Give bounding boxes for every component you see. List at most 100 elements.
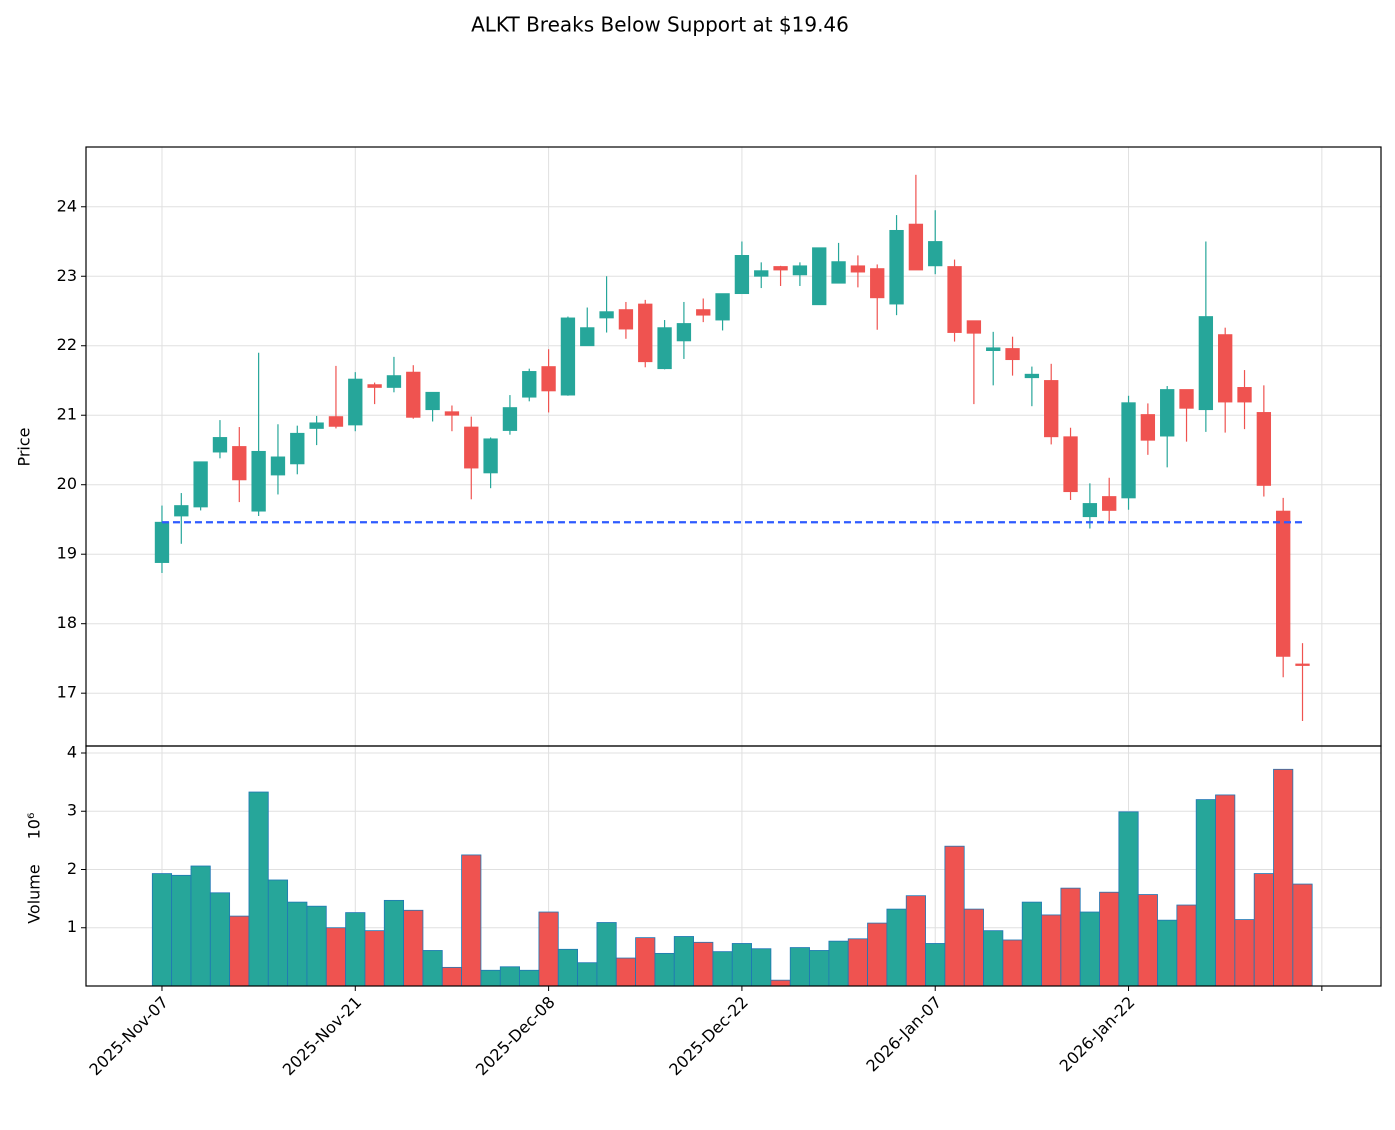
volume-bar (248, 791, 269, 987)
x-tick-label: 2025-Dec-22 (665, 993, 752, 1080)
x-tick-label: 2025-Dec-08 (472, 993, 559, 1080)
candle-body (812, 247, 827, 306)
candle-body (522, 371, 537, 398)
candle-body (232, 446, 247, 481)
volume-bar (731, 943, 752, 987)
candle-body (1005, 348, 1020, 361)
candle-body (1044, 380, 1059, 438)
volume-bar (557, 948, 578, 987)
candle-body (425, 391, 440, 411)
candle-body (1102, 496, 1117, 511)
volume-bar (1021, 901, 1042, 987)
volume-bar (1157, 919, 1178, 987)
candle-body (1140, 414, 1156, 441)
candle-body (715, 293, 730, 321)
volume-bar (1137, 894, 1158, 987)
volume-bar (1195, 799, 1216, 987)
y-tick-label: 24 (57, 196, 77, 215)
volume-bar (635, 937, 656, 987)
volume-multiplier: 10⁶ (25, 813, 44, 840)
candle-body (502, 407, 518, 431)
candle-body (638, 303, 653, 363)
candle-body (734, 255, 750, 295)
volume-bar (209, 892, 231, 987)
y-tick-label: 23 (57, 266, 77, 285)
candle-body (1063, 436, 1078, 493)
candle-body (406, 371, 421, 418)
volume-bar (171, 874, 192, 987)
candle-body (831, 261, 846, 284)
volume-bar (828, 940, 849, 987)
volume-bar (925, 943, 946, 987)
volume-bar (1079, 911, 1100, 987)
volume-bar (1234, 919, 1255, 987)
y-tick-label: 19 (57, 544, 77, 563)
volume-bar (905, 895, 926, 987)
volume-bar (364, 930, 385, 987)
candle-body (174, 505, 189, 517)
marks (151, 174, 1313, 987)
candle-body (792, 265, 808, 276)
volume-bar (983, 930, 1004, 987)
volume-frame (85, 745, 1382, 987)
volume-bar (538, 911, 559, 987)
candle-body (464, 426, 479, 469)
x-tick-label: 2026-Jan-07 (862, 993, 945, 1076)
candle-body (483, 438, 498, 474)
volume-bar (1273, 768, 1294, 987)
candle-body (773, 266, 788, 271)
volume-bar (712, 951, 733, 987)
volume-bar (1002, 939, 1023, 987)
candle-body (193, 461, 208, 508)
y-tick-label: 20 (57, 474, 77, 493)
candle-body (560, 317, 576, 396)
candle-body (908, 223, 924, 271)
volume-bar (267, 879, 289, 987)
volume-y-tick-label: 3 (67, 801, 77, 820)
candle-body (386, 375, 402, 388)
volume-bar (519, 969, 540, 987)
candle-body (1237, 387, 1252, 403)
candle-body (328, 416, 344, 427)
volume-bar (422, 950, 443, 987)
candle-body (212, 437, 228, 453)
volume-y-tick-label: 4 (67, 742, 77, 761)
candle-body (1276, 510, 1291, 657)
volume-bar (809, 950, 830, 987)
volume-bar (751, 948, 772, 987)
volume-bar (789, 947, 810, 987)
volume-bar (1253, 873, 1274, 987)
volume-bar (693, 941, 714, 987)
candle-body (1198, 316, 1214, 411)
volume-bar (499, 966, 520, 987)
candle-body (309, 422, 324, 429)
volume-bar (461, 854, 482, 987)
candle-body (1179, 389, 1194, 409)
volume-bar (867, 922, 888, 987)
candle-body (1024, 373, 1040, 379)
candle-body (966, 320, 982, 334)
y-axis-label: Price (15, 427, 34, 466)
volume-bar (944, 845, 965, 987)
volume-bar (886, 908, 907, 987)
candle-body (928, 241, 943, 267)
candle-body (290, 432, 305, 465)
volume-bar (1215, 794, 1236, 987)
candle-body (367, 384, 382, 388)
volume-bar (1041, 914, 1062, 987)
volume-bar (654, 952, 675, 987)
volume-bar (615, 957, 636, 987)
volume-bar (325, 927, 347, 987)
x-tick-label: 2025-Nov-21 (279, 993, 366, 1080)
volume-bar (480, 969, 501, 987)
candle-body (618, 309, 634, 330)
candle-body (947, 266, 962, 333)
y-tick-label: 17 (57, 683, 77, 702)
candle-body (154, 521, 170, 563)
volume-bar (1118, 811, 1139, 987)
volume-bar (1176, 904, 1197, 987)
volume-y-tick-label: 2 (67, 859, 77, 878)
candle-body (348, 378, 363, 426)
candle-body (251, 450, 266, 512)
